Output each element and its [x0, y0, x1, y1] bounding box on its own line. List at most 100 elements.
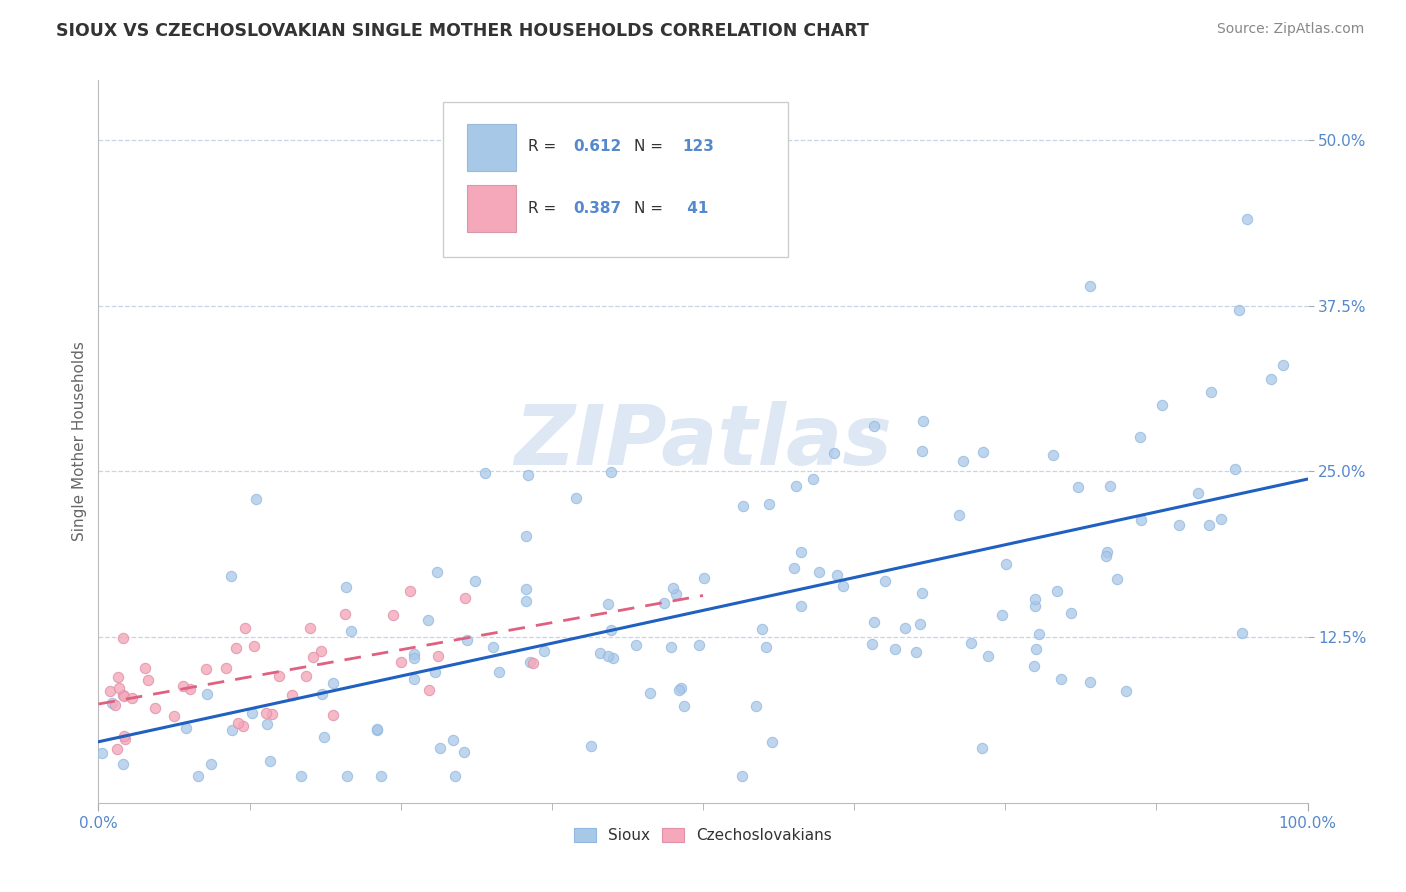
Point [823, 446, 845, 460]
Point [911, 586, 934, 600]
Point [112, 631, 135, 645]
Point [256, 716, 278, 731]
Text: 0.612: 0.612 [574, 139, 621, 154]
Text: Source: ZipAtlas.com: Source: ZipAtlas.com [1216, 22, 1364, 37]
Point [398, 584, 420, 599]
Point [600, 623, 623, 637]
Point [1272, 359, 1295, 373]
Point [972, 445, 994, 459]
Point [515, 594, 537, 608]
Point [335, 607, 357, 621]
Point [488, 665, 510, 680]
Y-axis label: Single Mother Households: Single Mother Households [72, 342, 87, 541]
Point [596, 597, 619, 611]
Point [1024, 599, 1046, 614]
Point [825, 568, 848, 582]
Point [1115, 683, 1137, 698]
Point [659, 640, 682, 655]
Text: SIOUX VS CZECHOSLOVAKIAN SINGLE MOTHER HOUSEHOLDS CORRELATION CHART: SIOUX VS CZECHOSLOVAKIAN SINGLE MOTHER H… [56, 22, 869, 40]
Point [668, 683, 690, 698]
Point [1094, 549, 1116, 563]
Text: N =: N = [634, 201, 668, 216]
Text: 0.387: 0.387 [574, 201, 621, 216]
Point [875, 574, 897, 588]
Point [370, 769, 392, 783]
Point [533, 644, 555, 658]
Point [1060, 606, 1083, 620]
Point [1022, 659, 1045, 673]
Point [136, 673, 159, 688]
Point [517, 467, 540, 482]
Point [1097, 545, 1119, 559]
Point [640, 686, 662, 700]
Point [221, 723, 243, 738]
Point [336, 769, 359, 783]
Point [416, 613, 439, 627]
Point [1129, 430, 1152, 444]
Point [1078, 278, 1101, 293]
Point [101, 697, 124, 711]
Point [665, 587, 688, 601]
Point [100, 683, 122, 698]
Text: R =: R = [527, 201, 561, 216]
Point [242, 639, 264, 653]
Point [1046, 583, 1069, 598]
Point [194, 662, 217, 676]
Point [108, 681, 131, 696]
Point [1199, 384, 1222, 399]
Point [863, 418, 886, 433]
Point [782, 561, 804, 575]
Point [976, 649, 998, 664]
Text: ZIPatlas: ZIPatlas [515, 401, 891, 482]
Point [402, 647, 425, 661]
Point [669, 681, 692, 696]
Point [366, 722, 388, 736]
Point [382, 608, 405, 623]
Point [808, 566, 831, 580]
Point [233, 621, 256, 635]
Point [474, 466, 496, 480]
Point [894, 621, 917, 635]
Text: 41: 41 [682, 201, 709, 216]
Point [418, 683, 440, 698]
Point [1236, 212, 1258, 227]
Point [107, 670, 129, 684]
Point [1067, 480, 1090, 494]
Point [427, 648, 450, 663]
Point [908, 616, 931, 631]
Point [172, 679, 194, 693]
Point [970, 741, 993, 756]
Point [883, 642, 905, 657]
Point [1130, 513, 1153, 527]
Point [90, 746, 112, 760]
Point [112, 729, 135, 743]
Point [1042, 448, 1064, 462]
Point [404, 672, 426, 686]
Point [731, 769, 754, 783]
Point [515, 529, 537, 543]
Point [522, 656, 544, 670]
Point [745, 698, 768, 713]
Point [1187, 486, 1209, 500]
Point [662, 581, 685, 595]
Text: R =: R = [527, 139, 561, 154]
Point [179, 681, 201, 696]
Point [693, 571, 716, 585]
Text: N =: N = [634, 139, 668, 154]
Point [581, 739, 603, 753]
Point [519, 656, 541, 670]
Point [245, 491, 267, 506]
Point [995, 558, 1018, 572]
Point [1211, 512, 1233, 526]
Point [429, 741, 451, 756]
Point [112, 690, 135, 704]
Point [991, 607, 1014, 622]
Point [453, 591, 475, 605]
Point [402, 651, 425, 665]
Text: 123: 123 [682, 139, 714, 154]
Point [260, 706, 283, 721]
Point [366, 723, 388, 738]
Point [269, 669, 291, 683]
Point [1025, 641, 1047, 656]
Point [1024, 591, 1046, 606]
